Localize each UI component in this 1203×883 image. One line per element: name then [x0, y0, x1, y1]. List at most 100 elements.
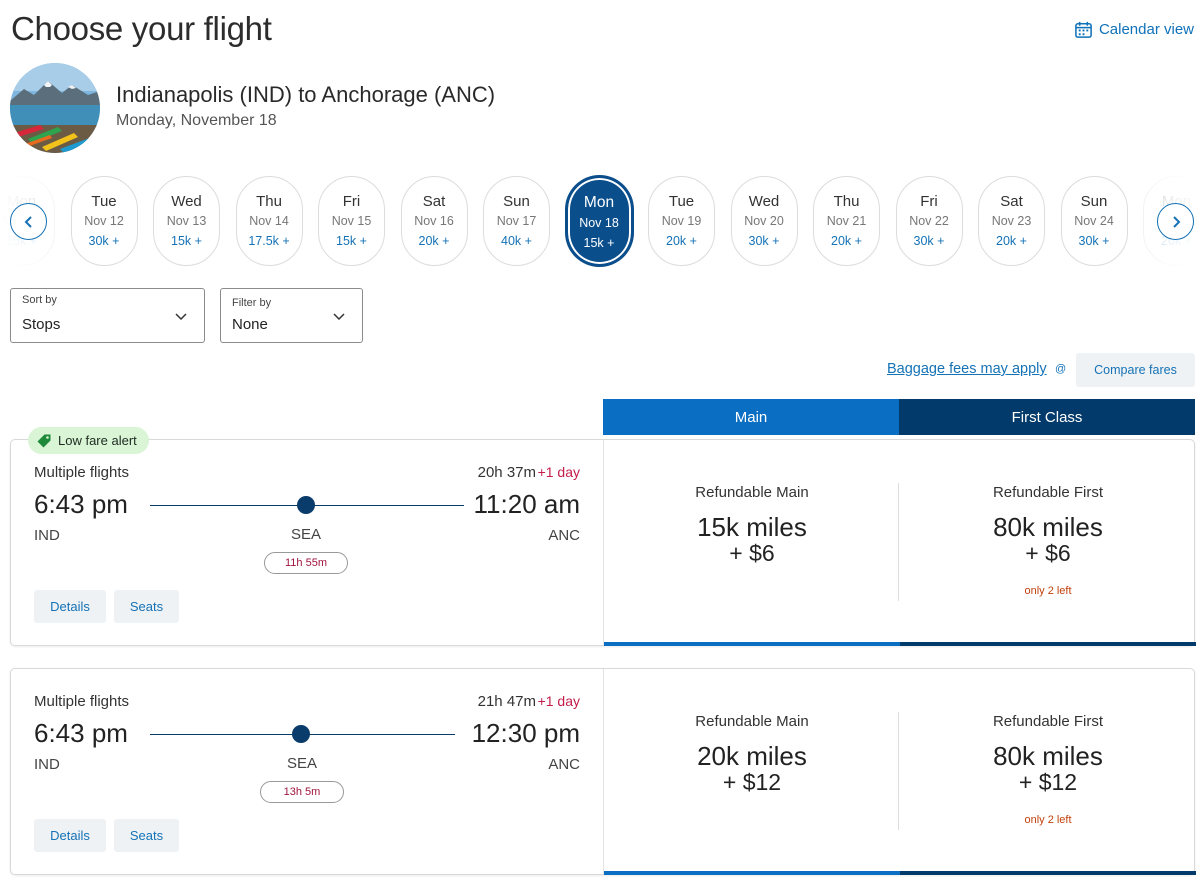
tab-main[interactable]: Main [603, 399, 899, 435]
low-fare-alert-badge: Low fare alert [28, 427, 149, 454]
date-option-nov-18[interactable]: Mon Nov 18 15k + [565, 176, 633, 266]
arrival-time: 12:30 pm [471, 718, 580, 748]
destination-code: ANC [548, 527, 580, 544]
trip-duration: 20h 37m [477, 464, 536, 481]
miles-price: 30k + [88, 234, 120, 248]
departure-time: 6:43 pm [34, 489, 128, 519]
seats-button[interactable]: Seats [114, 590, 179, 623]
day-of-week: Fri [342, 193, 361, 210]
date-option-nov-19[interactable]: Tue Nov 19 20k + [648, 176, 715, 266]
miles-price: 17.5k + [248, 234, 290, 248]
day-of-week: Sun [1080, 193, 1108, 210]
day-of-week: Sat [422, 193, 446, 210]
seats-left-note: only 2 left [1024, 585, 1072, 597]
fare-name: Refundable Main [695, 484, 809, 501]
compare-fares-button[interactable]: Compare fares [1076, 353, 1195, 387]
flight-details: Multiple flights 21h 47m +1 day 6:43 pm … [11, 669, 603, 874]
fare-underline [900, 871, 1196, 875]
sort-by-select[interactable]: Sort by Stops [10, 288, 205, 343]
baggage-fees-link[interactable]: Baggage fees may apply [887, 361, 1047, 377]
chevron-right-icon [1172, 215, 1180, 228]
fare-miles: 80k miles [993, 741, 1103, 771]
date-option-nov-14[interactable]: Thu Nov 14 17.5k + [235, 176, 303, 266]
flight-card: Multiple flights 20h 37m +1 day 6:43 pm … [10, 439, 1196, 646]
date-option-nov-15[interactable]: Fri Nov 15 15k + [318, 176, 385, 266]
stop-dot [297, 496, 315, 514]
destination-code: ANC [548, 756, 580, 773]
date-label: Nov 20 [744, 214, 784, 228]
miles-price: 30k + [1078, 234, 1110, 248]
external-link-icon: @ [1055, 363, 1067, 375]
date-option-nov-22[interactable]: Fri Nov 22 30k + [895, 176, 963, 266]
fare-name: Refundable Main [695, 713, 809, 730]
flight-card: Multiple flights 21h 47m +1 day 6:43 pm … [10, 668, 1196, 875]
chevron-down-icon [175, 313, 187, 321]
miles-price: 30k + [748, 234, 780, 248]
fare-tax: + $6 [1025, 540, 1071, 566]
fare-option-main[interactable]: Refundable Main 20k miles + $12 [604, 669, 900, 875]
day-change: +1 day [537, 693, 580, 709]
date-option-nov-21[interactable]: Thu Nov 21 20k + [813, 176, 880, 266]
details-button[interactable]: Details [34, 590, 106, 623]
chevron-down-icon [333, 313, 345, 321]
date-option-nov-24[interactable]: Sun Nov 24 30k + [1060, 176, 1128, 266]
miles-price: 15k + [583, 236, 615, 250]
fare-tax: + $12 [1018, 769, 1078, 795]
arrival-time: 11:20 am [473, 489, 580, 519]
details-button[interactable]: Details [34, 819, 106, 852]
miles-price: 15k + [171, 234, 202, 248]
page-title: Choose your flight [11, 10, 272, 47]
low-fare-alert-label: Low fare alert [58, 433, 137, 448]
calendar-icon [1075, 21, 1092, 38]
fare-tax: + $12 [722, 769, 782, 795]
fare-miles: 15k miles [697, 512, 807, 542]
filter-by-select[interactable]: Filter by None [220, 288, 363, 343]
date-label: Nov 22 [909, 214, 949, 228]
column-separator [603, 669, 604, 874]
day-of-week: Wed [171, 193, 202, 210]
origin-code: IND [34, 756, 60, 773]
calendar-view-label: Calendar view [1098, 21, 1194, 38]
day-of-week: Fri [920, 193, 938, 210]
sort-by-value: Stops [22, 316, 61, 333]
calendar-view-link[interactable]: Calendar view [1074, 20, 1194, 39]
fare-divider [898, 712, 899, 830]
fare-option-first[interactable]: Refundable First 80k miles + $6 only 2 l… [900, 440, 1196, 646]
previous-dates-button[interactable] [10, 203, 47, 240]
miles-price: 30k + [913, 234, 945, 248]
date-option-nov-20[interactable]: Wed Nov 20 30k + [730, 176, 798, 266]
chevron-left-icon [24, 215, 32, 228]
sort-by-caption: Sort by [22, 294, 57, 306]
tab-first-class[interactable]: First Class [899, 399, 1195, 435]
fare-underline [604, 642, 900, 646]
destination-image [10, 63, 100, 153]
fare-option-first[interactable]: Refundable First 80k miles + $12 only 2 … [900, 669, 1196, 875]
stop-code: SEA [286, 755, 317, 772]
seats-button[interactable]: Seats [114, 819, 179, 852]
day-of-week: Thu [256, 193, 282, 210]
flight-type: Multiple flights [34, 464, 130, 481]
stop-code: SEA [290, 526, 321, 543]
date-option-nov-17[interactable]: Sun Nov 17 40k + [483, 176, 550, 266]
trip-duration: 21h 47m [477, 693, 536, 710]
route-date: Monday, November 18 [116, 112, 277, 129]
fare-option-main[interactable]: Refundable Main 15k miles + $6 [604, 440, 900, 646]
date-option-nov-13[interactable]: Wed Nov 13 15k + [153, 176, 220, 266]
date-option-nov-12[interactable]: Tue Nov 12 30k + [70, 176, 138, 266]
date-label: Nov 21 [826, 214, 867, 228]
seats-left-note: only 2 left [1024, 814, 1072, 826]
day-of-week: Wed [748, 193, 780, 210]
date-label: Nov 16 [414, 214, 454, 228]
miles-price: 20k + [418, 234, 450, 248]
tag-icon [37, 434, 51, 447]
next-dates-button[interactable] [1157, 203, 1194, 240]
day-of-week: Thu [833, 193, 860, 210]
date-option-nov-23[interactable]: Sat Nov 23 20k + [978, 176, 1045, 266]
departure-time: 6:43 pm [34, 718, 128, 748]
date-label: Nov 15 [331, 214, 372, 228]
date-option-nov-16[interactable]: Sat Nov 16 20k + [400, 176, 468, 266]
date-label: Nov 19 [661, 214, 702, 228]
fare-name: Refundable First [992, 713, 1104, 730]
layover-badge: 13h 5m [260, 781, 344, 803]
